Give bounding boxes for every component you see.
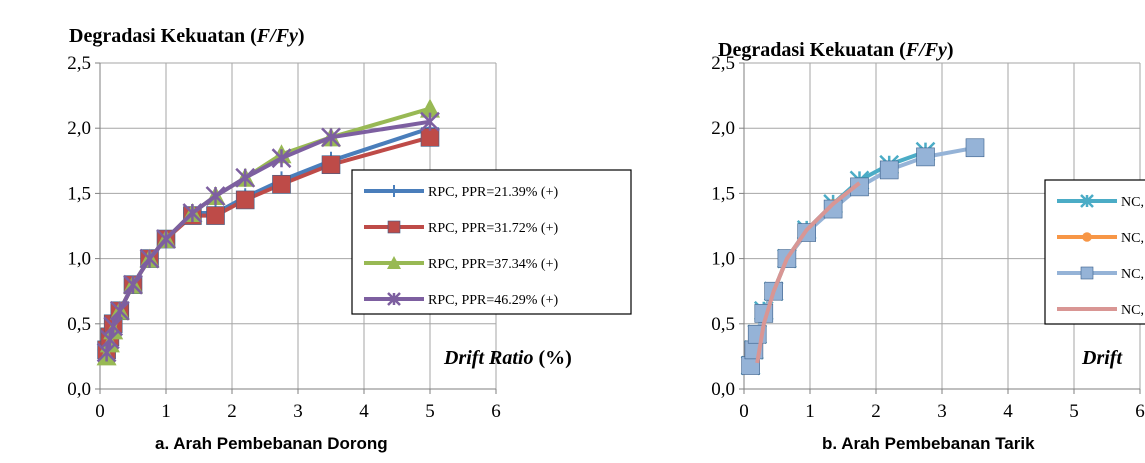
chart-a-series-3-point-9 [235, 167, 256, 188]
chart-a-legend-marker-1 [387, 220, 401, 234]
chart-b-ytick-5: 2,5 [711, 53, 735, 74]
chart-a-ytick-5: 2,5 [67, 53, 91, 74]
chart-arah-pembebanan-tarik: Degradasi Kekuatan (F/Fy) 0 1 2 3 4 5 6 0,0 0,5 1,… [711, 39, 1145, 422]
chart-a-legend-marker-2 [387, 256, 401, 269]
chart-b-series-2-point-9 [879, 160, 899, 180]
chart-a-xtick-4: 4 [359, 401, 369, 422]
chart-b-legend-box [1044, 179, 1145, 325]
chart-a-series-3-point-3 [109, 300, 130, 321]
chart-b-ytick-3: 1,5 [711, 183, 735, 204]
chart-b-series-3 [755, 181, 861, 364]
chart-a-xtick-0: 0 [95, 401, 105, 422]
chart-a-legend: RPC, PPR=21.39% (+) RPC, PPR=31.72% (+) RP… [351, 169, 632, 315]
chart-a-xtick-2: 2 [227, 401, 237, 422]
chart-b-legend: NC, NC, NC, NC, [1044, 179, 1145, 325]
chart-b-legend-marker-0 [1080, 194, 1094, 208]
chart-a-xlabel-part-0: Drift Ratio [443, 347, 533, 369]
chart-a-legend-marker-3 [387, 292, 401, 306]
chart-a-xlabel-part-1: (%) [533, 347, 571, 369]
caption-chart-b: b. Arah Pembebanan Tarik [822, 434, 1035, 453]
chart-b-legend-marker-1 [1082, 232, 1092, 242]
chart-a-series-3-point-2 [103, 316, 124, 337]
chart-b-legend-label-1: NC, [1121, 231, 1144, 246]
chart-b-xtick-1: 1 [805, 401, 815, 422]
chart-a-series-2-point-12 [420, 98, 440, 118]
chart-a-series-3-point-1 [100, 329, 120, 350]
chart-b-series-2-point-7 [823, 199, 843, 219]
chart-a-xtick-3: 3 [293, 401, 303, 422]
chart-b-series-2 [741, 138, 985, 375]
chart-b-xtick-6: 6 [1135, 401, 1145, 422]
chart-a-series-1-point-9 [235, 190, 255, 210]
chart-a-ytick-3: 1,5 [67, 183, 91, 204]
chart-b-title: Degradasi Kekuatan (F/Fy) [718, 39, 954, 61]
chart-a-series-3-point-6 [156, 229, 176, 249]
chart-b-xtick-3: 3 [937, 401, 947, 422]
chart-a-series-3-point-4 [123, 274, 143, 295]
chart-a-title-part-1: F/Fy [256, 25, 298, 47]
chart-a-title-part-0: Degradasi Kekuatan ( [69, 25, 257, 47]
chart-b-series-1-line [748, 185, 861, 364]
chart-b-legend-label-0: NC, [1121, 195, 1144, 210]
chart-b-xtick-4: 4 [1003, 401, 1013, 422]
chart-b-series-3-line [755, 181, 861, 364]
chart-a-series-3-point-12 [420, 111, 440, 132]
chart-b-title-part-2: ) [947, 39, 954, 61]
chart-a-title: Degradasi Kekuatan (F/Fy) [69, 25, 305, 47]
chart-a-xtick-1: 1 [161, 401, 171, 422]
caption-chart-a: a. Arah Pembebanan Dorong [155, 434, 388, 453]
chart-b-series-2-point-11 [965, 138, 985, 158]
chart-a-series-3-point-10 [271, 148, 292, 169]
chart-a-xtick-5: 5 [425, 401, 435, 422]
chart-b-series-2-point-10 [916, 147, 935, 167]
chart-a-legend-label-2: RPC, PPR=37.34% (+) [428, 257, 558, 272]
chart-b-xlabel: Drift [1081, 347, 1123, 369]
chart-a-legend-box [351, 169, 632, 315]
chart-a-series-1-point-8 [206, 206, 225, 225]
chart-b-xtick-2: 2 [871, 401, 881, 422]
chart-b-xtick-5: 5 [1069, 401, 1079, 422]
chart-a-series-3-point-7 [182, 203, 203, 223]
chart-a-series-3-point-5 [139, 248, 160, 269]
chart-b-ytick-1: 0,5 [711, 314, 735, 335]
chart-a-series-1-point-10 [272, 174, 291, 194]
chart-a-ytick-4: 2,0 [67, 118, 91, 139]
chart-a-series-3-point-0 [96, 342, 117, 363]
chart-a-xtick-6: 6 [491, 401, 501, 422]
chart-b-legend-label-3: NC, [1121, 303, 1144, 318]
chart-a-ytick-1: 0,5 [67, 314, 91, 335]
chart-b-legend-marker-2 [1080, 266, 1094, 280]
chart-a-series-1-point-12 [420, 128, 440, 147]
chart-b-title-part-1: F/Fy [905, 39, 947, 61]
chart-a-series-1-point-11 [321, 155, 341, 175]
chart-a-series-3 [96, 111, 440, 363]
chart-a-ytick-2: 1,0 [67, 249, 91, 270]
chart-a-legend-marker-0 [388, 185, 400, 197]
chart-a-legend-label-0: RPC, PPR=21.39% (+) [428, 185, 558, 200]
chart-a-series-3-point-8 [205, 186, 226, 206]
chart-b-series-2-point-8 [850, 177, 869, 197]
chart-a-xlabel: Drift Ratio (%) [443, 347, 572, 369]
chart-b-xtick-0: 0 [739, 401, 749, 422]
chart-b-ytick-0: 0,0 [711, 379, 735, 400]
chart-b-title-part-0: Degradasi Kekuatan ( [718, 39, 906, 61]
chart-arah-pembebanan-dorong: Degradasi Kekuatan (F/Fy) 0 1 2 3 4 5 6 0,0 0,5 1,… [67, 25, 632, 422]
chart-a-title-part-2: ) [298, 25, 305, 47]
chart-a-legend-label-3: RPC, PPR=46.29% (+) [428, 293, 558, 308]
chart-a-series-3-point-11 [321, 127, 341, 148]
chart-a-legend-label-1: RPC, PPR=31.72% (+) [428, 221, 558, 236]
chart-b-ytick-4: 2,0 [711, 118, 735, 139]
chart-a-ytick-0: 0,0 [67, 379, 91, 400]
chart-b-ytick-2: 1,0 [711, 249, 735, 270]
chart-b-legend-label-2: NC, [1121, 267, 1144, 282]
